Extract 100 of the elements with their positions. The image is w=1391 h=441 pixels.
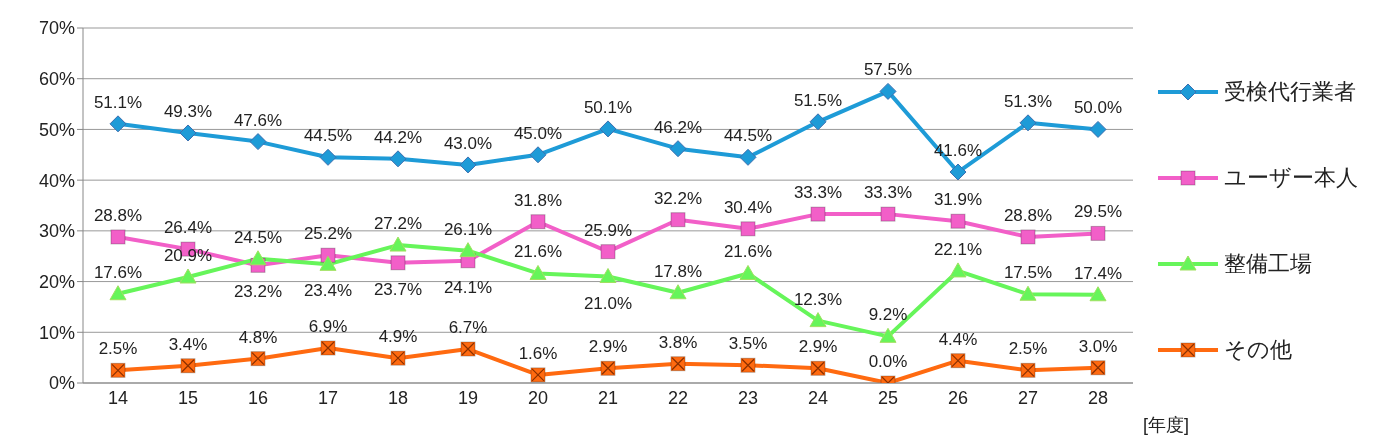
point (530, 214, 546, 230)
point (110, 229, 126, 245)
y-tick-label: 50% (38, 119, 75, 140)
point (1089, 286, 1107, 302)
point (600, 244, 616, 260)
point (179, 268, 197, 284)
data-label: 22.1% (933, 239, 983, 259)
point (249, 250, 267, 266)
data-label: 31.8% (513, 190, 563, 210)
point (179, 124, 197, 142)
data-label: 43.0% (443, 133, 493, 153)
point (810, 206, 826, 222)
data-label: 29.5% (1073, 202, 1123, 222)
y-tick-label: 0% (48, 373, 75, 394)
data-label: 25.9% (583, 220, 633, 240)
data-label: 24.5% (233, 227, 283, 247)
data-label: 33.3% (793, 183, 843, 203)
y-tick-label: 70% (38, 18, 75, 39)
data-label: 50.0% (1073, 98, 1123, 118)
data-label: 21.6% (513, 242, 563, 262)
data-label: 44.2% (373, 127, 423, 147)
point (879, 82, 897, 100)
data-label: 2.9% (588, 337, 628, 357)
point (529, 146, 547, 164)
data-label: 44.5% (303, 126, 353, 146)
data-label: 23.4% (303, 281, 353, 301)
point (389, 236, 407, 252)
x-axis-title: [年度] (1143, 414, 1190, 437)
data-label: 3.8% (658, 332, 698, 352)
legend-label: その他 (1224, 335, 1292, 364)
point (459, 242, 477, 258)
x-tick-label: 27 (1017, 387, 1039, 408)
y-tick-label: 20% (38, 271, 75, 292)
point (669, 284, 687, 300)
data-label: 21.0% (583, 293, 633, 313)
point (599, 120, 617, 138)
y-tick-label: 10% (38, 322, 75, 343)
data-label: 0.0% (868, 352, 908, 371)
data-label: 26.1% (443, 219, 493, 239)
point (389, 150, 407, 168)
data-label: 4.9% (378, 327, 418, 347)
point (390, 255, 406, 271)
x-tick-label: 17 (317, 387, 339, 408)
data-label: 47.6% (233, 110, 283, 130)
x-tick-label: 26 (947, 387, 969, 408)
point (670, 212, 686, 228)
legend-label: 整備工場 (1224, 249, 1312, 278)
point (740, 221, 756, 237)
data-label: 51.1% (93, 92, 143, 112)
y-tick-label: 60% (38, 69, 75, 90)
x-tick-label: 14 (107, 387, 129, 408)
point (739, 148, 757, 166)
data-label: 24.1% (443, 277, 493, 297)
x-tick-label: 23 (737, 387, 759, 408)
data-label: 26.4% (163, 218, 213, 238)
data-label: 17.4% (1073, 263, 1123, 283)
data-label: 51.5% (793, 90, 843, 110)
point (669, 140, 687, 158)
point (529, 264, 547, 280)
legend-label: 受検代行業者 (1224, 77, 1356, 106)
data-label: 4.4% (938, 329, 978, 349)
data-label: 2.9% (798, 337, 838, 357)
point (1020, 229, 1036, 245)
point (249, 133, 267, 151)
point (109, 115, 127, 133)
x-tick-label: 16 (247, 387, 269, 408)
data-label: 28.8% (1003, 205, 1053, 225)
data-label: 46.2% (653, 117, 703, 137)
point (1090, 225, 1106, 241)
data-label: 21.6% (723, 242, 773, 262)
data-label: 44.5% (723, 126, 773, 146)
x-tick-label: 19 (457, 387, 479, 408)
data-label: 3.0% (1078, 336, 1118, 356)
data-label: 45.0% (513, 123, 563, 143)
x-tick-label: 18 (387, 387, 409, 408)
point (319, 148, 337, 166)
data-label: 17.6% (93, 262, 143, 282)
data-label: 2.5% (98, 339, 138, 359)
data-label: 2.5% (1008, 339, 1048, 359)
data-label: 25.2% (303, 224, 353, 244)
data-label: 51.3% (1003, 91, 1053, 111)
data-label: 4.8% (238, 327, 278, 347)
point (879, 327, 897, 343)
y-tick-label: 40% (38, 170, 75, 191)
legend-label: ユーザー本人 (1224, 163, 1358, 192)
data-label: 17.8% (653, 261, 703, 281)
point (880, 206, 896, 222)
point (599, 268, 617, 283)
x-tick-label: 25 (877, 387, 899, 408)
data-label: 3.4% (168, 334, 208, 354)
point (459, 156, 477, 174)
x-tick-label: 22 (667, 387, 689, 408)
data-label: 12.3% (793, 289, 843, 309)
data-label: 27.2% (373, 214, 423, 234)
data-label: 1.6% (518, 343, 558, 363)
data-label: 33.3% (863, 183, 913, 203)
data-label: 23.7% (373, 279, 423, 299)
y-tick-label: 30% (38, 221, 75, 242)
data-label: 6.9% (308, 317, 348, 337)
point (809, 312, 827, 328)
